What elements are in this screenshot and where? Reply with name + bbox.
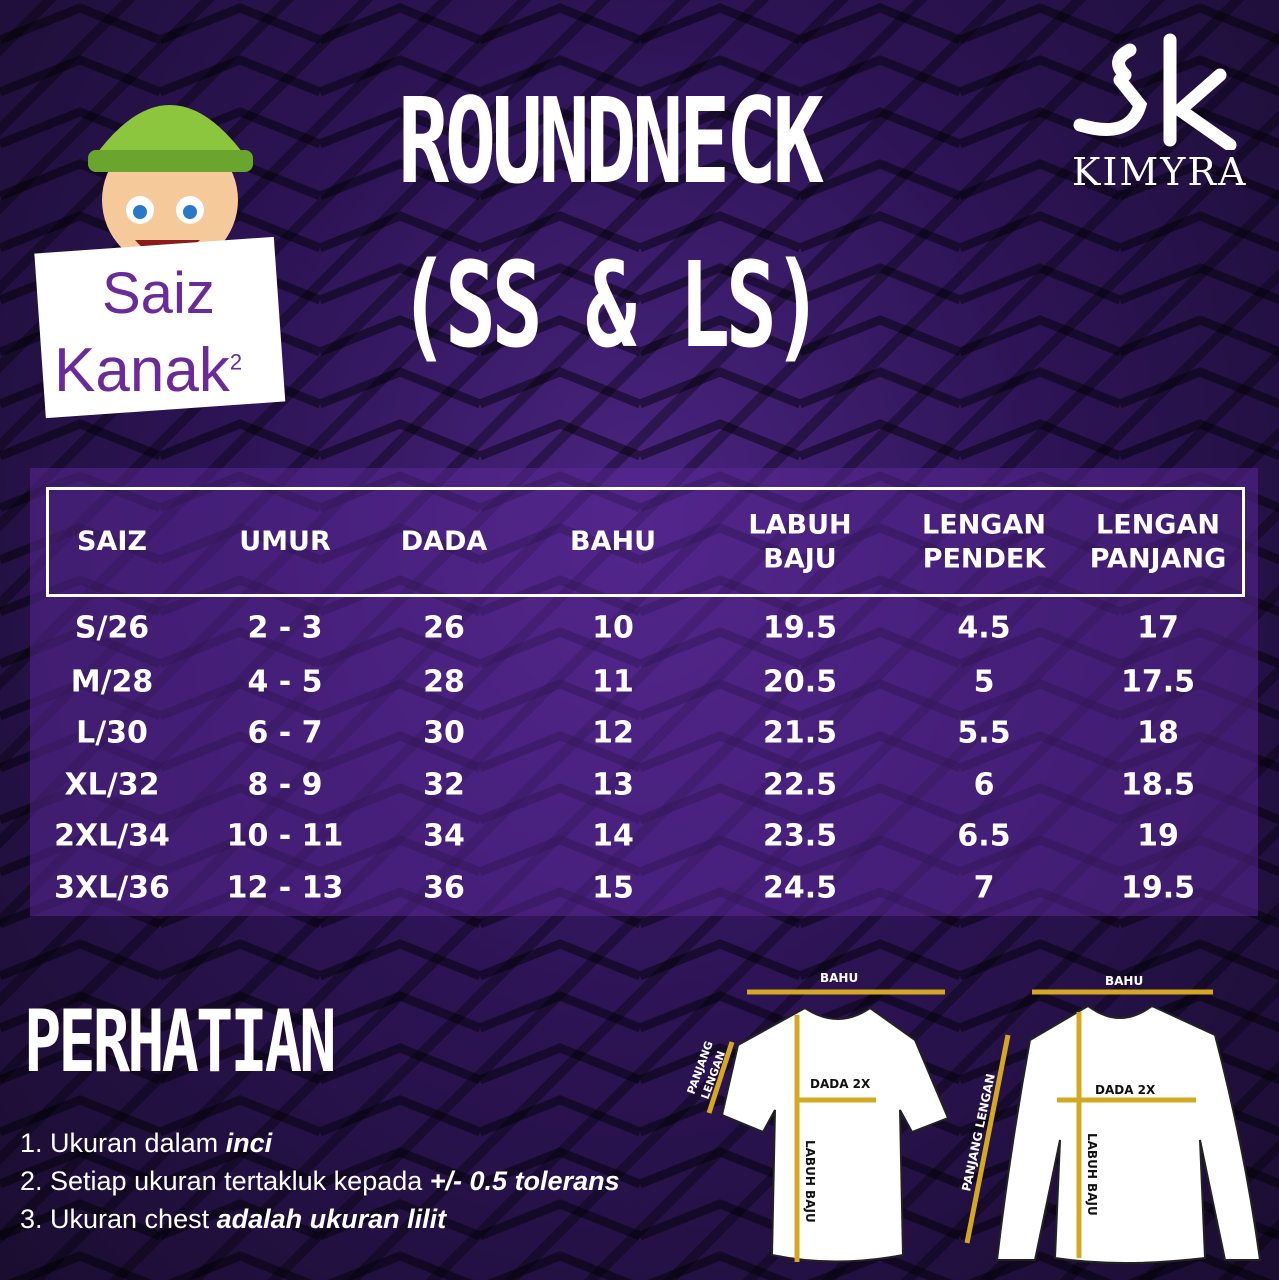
note-1: 1. Ukuran dalam inci xyxy=(20,1128,273,1158)
table-cell: 21.5 xyxy=(762,715,838,751)
table-cell: 5.5 xyxy=(957,715,1011,751)
column-header-line: BAHU xyxy=(570,526,656,558)
kimyra-logo-mark xyxy=(1070,30,1255,200)
table-cell: 10 xyxy=(592,610,634,646)
column-header-line: UMUR xyxy=(239,526,331,558)
table-cell: 8 - 9 xyxy=(247,767,323,803)
column-header-line: DADA xyxy=(400,526,488,558)
table-cell: 26 xyxy=(423,610,465,646)
table-cell: 14 xyxy=(592,818,634,854)
column-header-line: LABUH xyxy=(748,509,852,541)
table-cell: 15 xyxy=(592,870,634,906)
column-header-line: PENDEK xyxy=(922,543,1046,574)
note-2: 2. Setiap ukuran tertakluk kepada +/- 0.… xyxy=(20,1166,620,1196)
table-cell: M/28 xyxy=(70,664,154,700)
table-cell: 10 - 11 xyxy=(226,818,344,854)
table-cell: 20.5 xyxy=(762,664,838,700)
table-cell: 6 xyxy=(973,767,995,803)
table-cell: L/30 xyxy=(76,715,148,751)
table-cell: 12 - 13 xyxy=(226,870,344,906)
table-cell: 34 xyxy=(423,818,465,854)
badge-superscript: 2 xyxy=(229,349,243,375)
table-cell: 19 xyxy=(1137,818,1179,854)
table-cell: 6 - 7 xyxy=(247,715,323,751)
table-cell: 4.5 xyxy=(957,610,1011,646)
table-cell: 24.5 xyxy=(762,870,838,906)
column-header-line: SAIZ xyxy=(77,526,147,558)
table-cell: 7 xyxy=(973,870,995,906)
column-header-line: BAJU xyxy=(763,543,837,574)
table-cell: 2 - 3 xyxy=(247,610,323,646)
column-header: SAIZ xyxy=(77,525,147,559)
column-header-line: LENGAN xyxy=(1096,509,1220,541)
column-header: DADA xyxy=(401,525,488,559)
table-cell: 6.5 xyxy=(957,818,1011,854)
badge-kanak: Kanak xyxy=(54,336,230,405)
table-cell: XL/32 xyxy=(64,767,160,803)
kid-mascot: Saiz Kanak2 xyxy=(30,50,300,420)
table-cell: 23.5 xyxy=(762,818,838,854)
table-cell: 36 xyxy=(423,870,465,906)
table-cell: 18 xyxy=(1137,715,1179,751)
table-cell: 17.5 xyxy=(1120,664,1196,700)
table-cell: 12 xyxy=(592,715,634,751)
table-cell: S/26 xyxy=(74,610,150,646)
column-header-line: PANJANG xyxy=(1089,543,1227,574)
title-line2: (SS & LS) xyxy=(398,236,824,374)
column-header-line: LENGAN xyxy=(922,509,1046,541)
size-table-panel xyxy=(30,468,1258,916)
table-cell: 19.5 xyxy=(1120,870,1196,906)
table-cell: 22.5 xyxy=(762,767,838,803)
badge-saiz: Saiz xyxy=(102,261,215,326)
column-header: BAHU xyxy=(570,525,656,559)
table-cell: 11 xyxy=(592,664,634,700)
table-cell: 18.5 xyxy=(1120,767,1196,803)
table-cell: 30 xyxy=(423,715,465,751)
table-cell: 32 xyxy=(423,767,465,803)
table-cell: 3XL/36 xyxy=(54,870,170,906)
column-header: LENGAN PENDEK xyxy=(922,508,1046,576)
kimyra-logo-text: KIMYRA xyxy=(1072,150,1248,194)
column-header: UMUR xyxy=(239,525,331,559)
title-line1: ROUNDNECK xyxy=(398,72,824,210)
table-cell: 19.5 xyxy=(762,610,838,646)
notes-title: PERHATIAN xyxy=(24,992,336,1092)
table-cell: 17 xyxy=(1137,610,1179,646)
table-cell: 13 xyxy=(592,767,634,803)
table-cell: 28 xyxy=(423,664,465,700)
table-header-box xyxy=(46,487,1245,597)
table-cell: 4 - 5 xyxy=(247,664,323,700)
note-3: 3. Ukuran chest adalah ukuran lilit xyxy=(20,1204,447,1234)
column-header: LENGAN PANJANG xyxy=(1090,508,1227,576)
column-header: LABUH BAJU xyxy=(748,508,851,576)
table-cell: 5 xyxy=(973,664,995,700)
table-cell: 2XL/34 xyxy=(54,818,170,854)
